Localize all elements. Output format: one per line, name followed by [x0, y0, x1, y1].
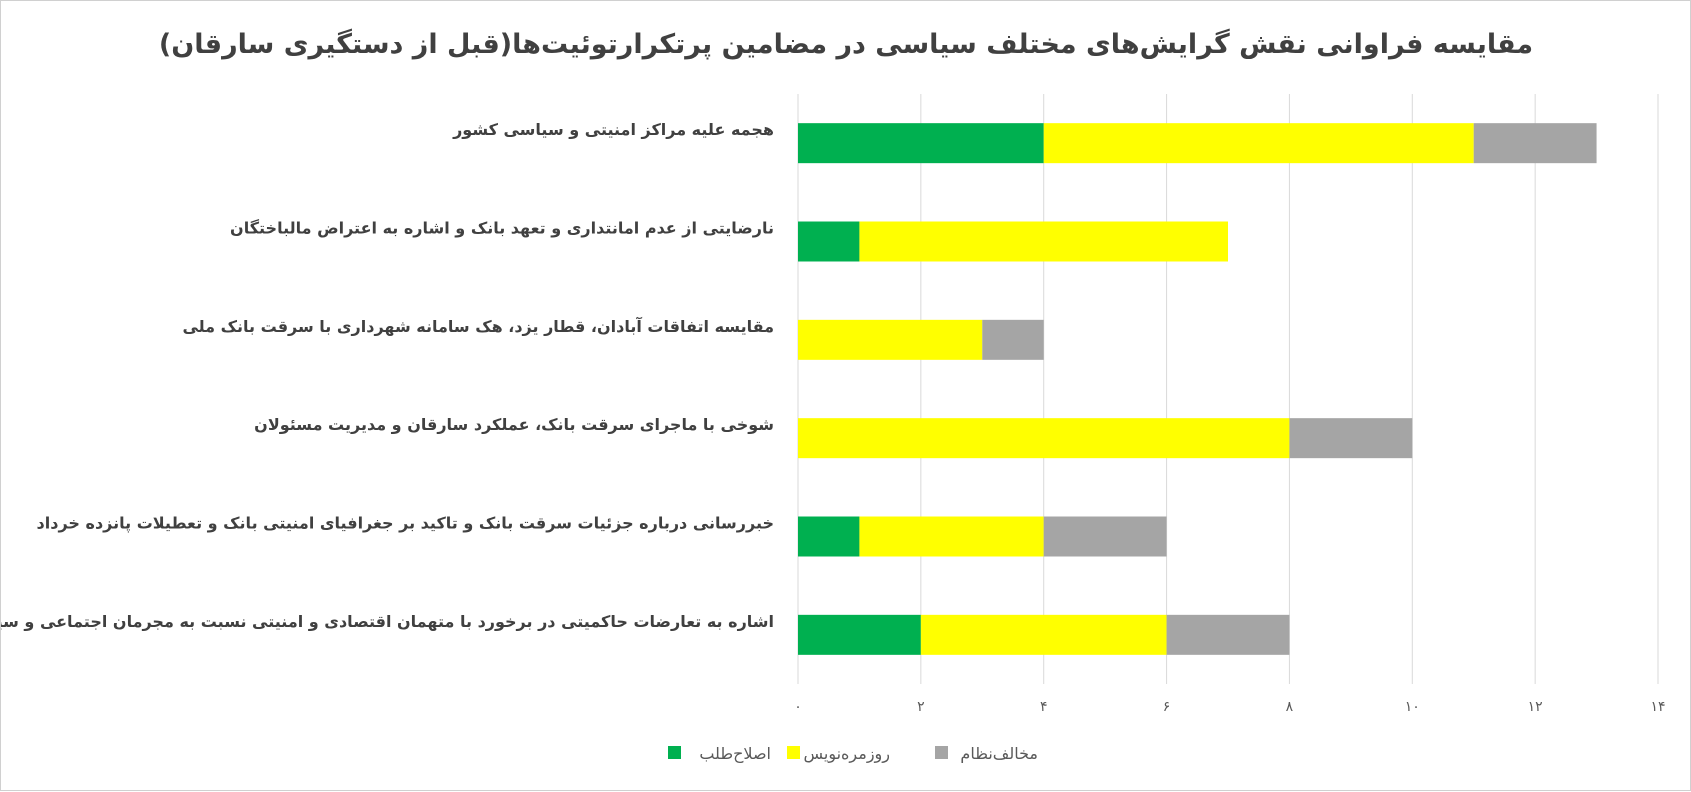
x-tick-label: ۴	[1040, 699, 1048, 715]
bar-segment	[798, 516, 860, 557]
chart-title: مقایسه فراوانی نقش گرایش‌های مختلف سیاسی…	[159, 28, 1533, 60]
bar-segment	[1043, 123, 1474, 164]
bar-segment	[798, 221, 860, 262]
bar-segment	[798, 319, 983, 360]
bar-segment	[1166, 614, 1290, 655]
legend-label: اصلاح‌طلب	[699, 744, 771, 764]
bar-segment	[1289, 418, 1413, 459]
category-label: هجمه علیه مراکز امنیتی و سیاسی کشور	[452, 120, 774, 139]
bar-segment	[859, 221, 1228, 262]
legend-swatch	[787, 746, 800, 759]
bar-segment	[798, 418, 1290, 459]
category-label: خبررسانی درباره جزئیات سرقت بانک و تاکید…	[37, 514, 774, 534]
x-tick-label: ۱۴	[1650, 699, 1665, 715]
x-tick-label: ۰	[794, 699, 802, 715]
x-tick-label: ۲	[917, 699, 925, 715]
bar-segment	[982, 319, 1044, 360]
bar-segment	[920, 614, 1167, 655]
x-tick-label: ۶	[1163, 699, 1171, 715]
bar-segment	[1473, 123, 1597, 164]
legend-label: روزمره‌نویس	[803, 744, 890, 764]
legend-label: مخالف‌نظام	[960, 744, 1038, 763]
bar-segment	[1043, 516, 1167, 557]
x-tick-label: ۱۲	[1528, 699, 1543, 715]
bar-segment	[798, 123, 1044, 164]
category-label: اشاره به تعارضات حاکمیتی در برخورد با مت…	[1, 612, 774, 631]
legend-swatch	[935, 746, 948, 759]
x-tick-label: ۸	[1286, 699, 1294, 715]
category-label: مقایسه اتفاقات آبادان، قطار یزد، هک ساما…	[182, 316, 774, 336]
category-label: نارضایتی از عدم امانتداری و تعهد بانک و …	[230, 219, 774, 238]
x-tick-label: ۱۰	[1405, 699, 1420, 715]
legend-swatch	[668, 746, 681, 759]
category-label: شوخی با ماجرای سرقت بانک، عملکرد سارقان …	[254, 415, 774, 434]
bar-segment	[798, 614, 921, 655]
bar-segment	[859, 516, 1044, 557]
